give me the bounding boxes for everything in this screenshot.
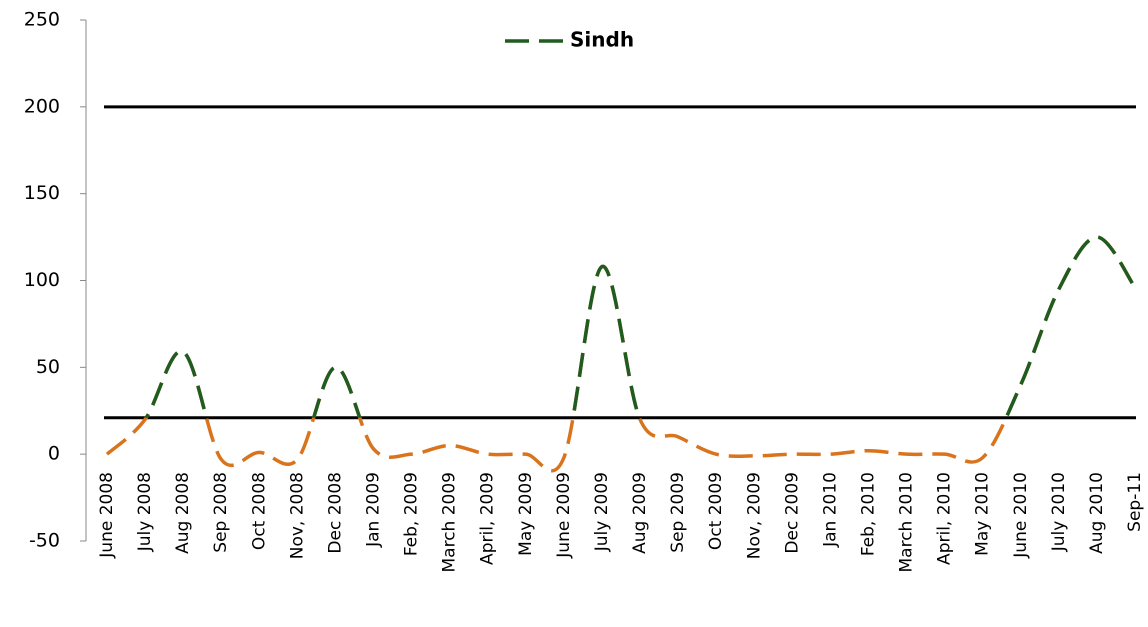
y-tick-label: 250 xyxy=(24,9,60,31)
x-tick-label: March 2010 xyxy=(897,472,917,573)
x-tick-label: Sep 2008 xyxy=(211,472,231,553)
x-tick-label: Aug 2010 xyxy=(1087,472,1107,554)
x-tick-label: Sep 2009 xyxy=(668,472,688,553)
x-tick-label: Jan 2009 xyxy=(364,472,384,548)
x-tick-label: Nov, 2009 xyxy=(744,472,764,559)
x-tick-label: Nov, 2008 xyxy=(287,472,307,559)
y-tick-label: 200 xyxy=(24,95,60,117)
x-tick-label: May 2009 xyxy=(516,472,536,556)
x-tick-label: Feb, 2010 xyxy=(858,472,878,556)
y-tick-label: 50 xyxy=(36,356,60,378)
x-tick-label: Jan 2010 xyxy=(820,472,840,548)
x-tick-label: April, 2009 xyxy=(478,472,498,565)
x-tick-label: April, 2010 xyxy=(935,472,955,565)
x-tick-label: June 2008 xyxy=(97,472,117,559)
x-tick-label: Oct 2009 xyxy=(706,472,726,550)
x-tick-label: Oct 2008 xyxy=(249,472,269,550)
x-tick-label: March 2009 xyxy=(440,472,460,573)
x-tick-label: Feb, 2009 xyxy=(402,472,422,556)
x-tick-label: Aug 2009 xyxy=(630,472,650,554)
x-tick-label: July 2009 xyxy=(592,472,612,552)
y-tick-label: 150 xyxy=(24,182,60,204)
series-line xyxy=(144,235,1137,418)
x-tick-label: May 2010 xyxy=(973,472,993,556)
series-line-below xyxy=(105,235,1137,473)
y-tick-label: -50 xyxy=(29,530,60,552)
x-tick-label: June 2009 xyxy=(554,472,574,559)
x-tick-label: June 2010 xyxy=(1011,472,1031,559)
x-tick-label: Dec 2008 xyxy=(325,472,345,554)
x-tick-label: Sep-11 xyxy=(1125,472,1145,532)
x-tick-label: July 2008 xyxy=(135,472,155,552)
x-tick-label: Aug 2008 xyxy=(173,472,193,554)
y-tick-label: 100 xyxy=(24,269,60,291)
x-tick-label: Dec 2009 xyxy=(782,472,802,554)
y-tick-label: 0 xyxy=(48,443,60,465)
legend-label: Sindh xyxy=(570,28,634,52)
x-tick-label: July 2010 xyxy=(1049,472,1069,552)
